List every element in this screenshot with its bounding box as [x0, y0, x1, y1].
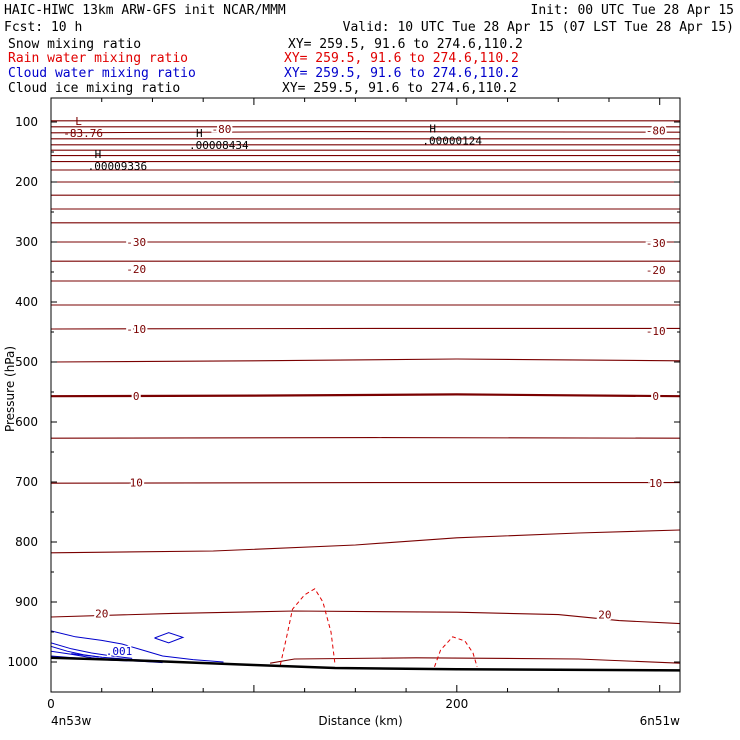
theta-contour-line: [51, 610, 680, 625]
x-axis-label: Distance (km): [318, 714, 402, 728]
theta-contour-line: [270, 657, 680, 664]
init-time: Init: 00 UTC Tue 28 Apr 15: [531, 3, 735, 18]
forecast-hour: Fcst: 10 h: [4, 20, 82, 35]
cloud-water-contour: [154, 632, 185, 644]
y-tick-label: 600: [15, 415, 38, 429]
theta-contour-line: [51, 358, 680, 363]
rain-water-contour: [279, 588, 336, 666]
field-cloudice-xy: XY= 259.5, 91.6 to 274.6,110.2: [282, 81, 517, 96]
theta-contour-label: -80: [646, 124, 666, 137]
theta-contour-label: 20: [95, 607, 108, 620]
theta-contour-label: -20: [646, 264, 666, 277]
x-tick-label: 0: [47, 697, 55, 711]
field-cloudice-name: Cloud ice mixing ratio: [8, 81, 180, 96]
theta-contour-label: -10: [126, 323, 146, 336]
snow-extremum-value: .00008434: [189, 139, 249, 152]
y-tick-label: 400: [15, 295, 38, 309]
cloud-water-contour: [51, 642, 133, 659]
y-tick-label: 1000: [7, 655, 38, 669]
snow-extremum-mark: H: [95, 148, 102, 161]
field-cloudwater-name: Cloud water mixing ratio: [8, 66, 196, 81]
terrain-line: [51, 656, 680, 672]
theta-contour-label: -30: [126, 236, 146, 249]
title-left: HAIC-HIWC 13km ARW-GFS init NCAR/MMM: [4, 3, 286, 18]
theta-contour-label: -30: [646, 237, 666, 250]
y-axis-label: Pressure (hPa): [3, 346, 17, 432]
theta-extremum-value: -83.76: [63, 127, 103, 140]
theta-extremum-mark: L: [75, 115, 82, 128]
field-rain-xy: XY= 259.5, 91.6 to 274.6,110.2: [284, 51, 519, 66]
theta-contour-line: [51, 482, 680, 484]
y-tick-label: 100: [15, 115, 38, 129]
snow-extremum-value: .00000124: [422, 135, 482, 148]
theta-contour-label: -80: [212, 123, 232, 136]
snow-extremum-mark: H: [429, 123, 436, 136]
theta-contour-label: 10: [649, 477, 662, 490]
snow-extremum-mark: H: [196, 127, 203, 140]
field-snow-name: Snow mixing ratio: [8, 37, 141, 52]
theta-contour-line: [51, 327, 680, 330]
rain-water-contour: [434, 636, 478, 667]
theta-contour-label: -10: [646, 325, 666, 338]
y-tick-label: 800: [15, 535, 38, 549]
y-tick-label: 700: [15, 475, 38, 489]
plot-contents: -80 -80 -30 -30 -20 -20 -10 -10 0 0 10 10 20 20 L-83.7…: [51, 115, 680, 672]
theta-contour-label: 20: [598, 609, 611, 622]
field-cloudwater-xy: XY= 259.5, 91.6 to 274.6,110.2: [284, 66, 519, 81]
theta-contour-line: [51, 529, 680, 554]
x-endpoint-left: 4n53w: [51, 714, 92, 728]
theta-contour-line: [51, 393, 680, 398]
theta-contour-label: -20: [126, 263, 146, 276]
y-tick-label: 900: [15, 595, 38, 609]
theta-contour-line: [51, 437, 680, 439]
valid-time: Valid: 10 UTC Tue 28 Apr 15 (07 LST Tue …: [343, 20, 734, 35]
y-tick-label: 500: [15, 355, 38, 369]
theta-contour-label: 0: [652, 390, 659, 403]
y-tick-label: 200: [15, 175, 38, 189]
theta-contour-label: 0: [133, 390, 140, 403]
plot-frame: [50, 97, 681, 693]
y-tick-label: 300: [15, 235, 38, 249]
field-rain-name: Rain water mixing ratio: [8, 51, 188, 66]
plot-layer: -80 -80 -30 -30 -20 -20 -10 -10 0 0 10 10 20 20 L-83.7…: [51, 115, 680, 672]
snow-extremum-value: .00009336: [88, 160, 148, 173]
theta-contour-label: 10: [130, 477, 143, 490]
theta-contour-line: [51, 131, 680, 134]
cloud-water-contour: [51, 630, 224, 663]
x-tick-label: 200: [445, 697, 468, 711]
x-endpoint-right: 6n51w: [640, 714, 681, 728]
field-snow-xy: XY= 259.5, 91.6 to 274.6,110.2: [288, 37, 523, 52]
cloud-water-label: .001: [106, 645, 133, 658]
